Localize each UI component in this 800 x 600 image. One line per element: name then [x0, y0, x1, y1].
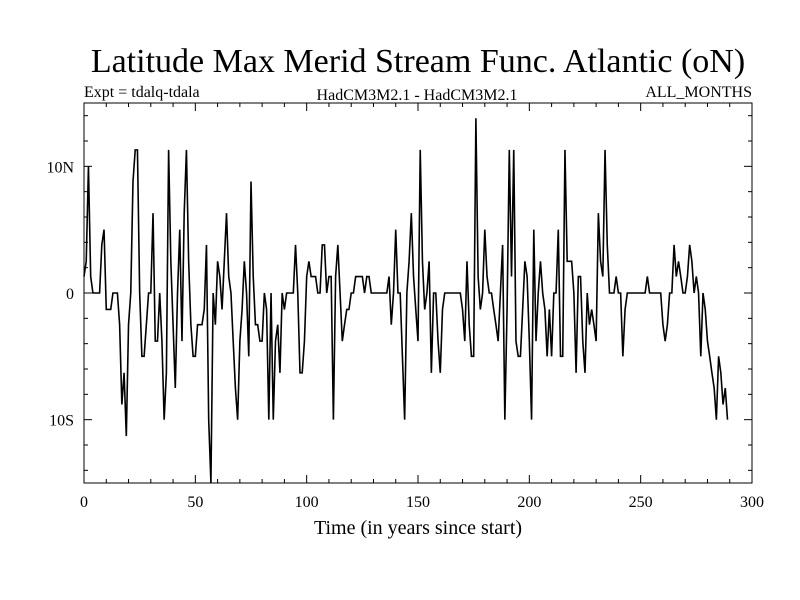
- x-tick-label: 300: [740, 494, 764, 511]
- x-tick-label: 200: [517, 494, 541, 511]
- x-tick-label: 100: [295, 494, 319, 511]
- chart-subtitle-right: ALL_MONTHS: [645, 84, 752, 101]
- x-tick-label: 0: [80, 494, 88, 511]
- series-layer: [83, 118, 729, 484]
- x-axis-title: Time (in years since start): [314, 517, 522, 539]
- x-tick-label: 150: [406, 494, 430, 511]
- y-tick-label: 0: [66, 286, 74, 303]
- axis-ticks: [83, 103, 753, 483]
- y-tick-label: 10N: [46, 159, 74, 176]
- chart-title: Latitude Max Merid Stream Func. Atlantic…: [91, 43, 745, 80]
- chart-subtitle-left: Expt = tdalq-tdala: [84, 84, 200, 101]
- chart-subtitle-center: HadCM3M2.1 - HadCM3M2.1: [317, 87, 518, 104]
- x-tick-label: 250: [629, 494, 653, 511]
- series-line: [83, 118, 729, 484]
- axis-tick-labels: 0 50 100 150 200 250 300 10S 0 10N: [46, 159, 764, 511]
- x-tick-label: 50: [187, 494, 203, 511]
- y-tick-label: 10S: [49, 413, 74, 430]
